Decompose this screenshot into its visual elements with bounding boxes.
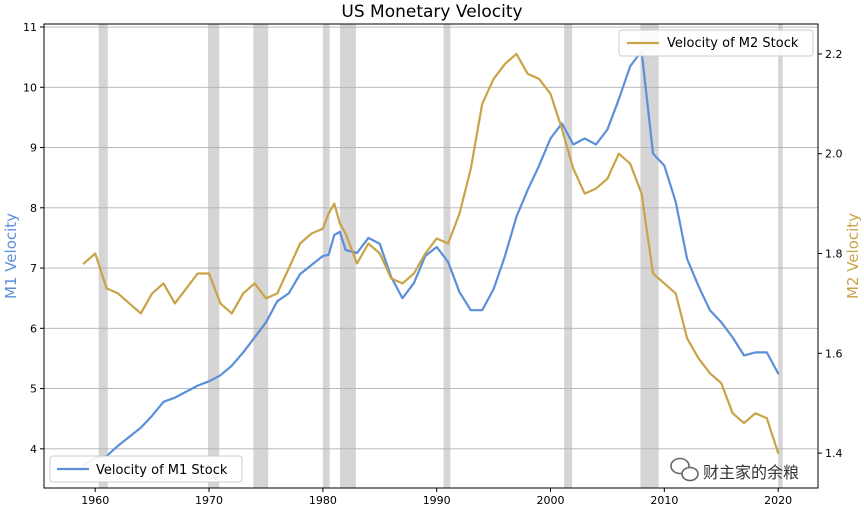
recession-band (98, 24, 108, 488)
y-axis-left-title: M1 Velocity (2, 213, 20, 299)
watermark: 财主家的余粮 (670, 457, 799, 482)
recession-band (207, 24, 220, 488)
legend-m2-label: Velocity of M2 Stock (667, 36, 799, 51)
legend-m1-box (49, 455, 243, 483)
series-lines (82, 49, 780, 467)
legend-m1-label: Velocity of M1 Stock (96, 463, 228, 478)
y-right-tick-label: 1.8 (825, 248, 843, 261)
x-tick-label: 1990 (423, 494, 451, 507)
y-right-tick-label: 2.2 (825, 48, 843, 61)
recession-band (253, 24, 269, 488)
x-tick-label: 2000 (537, 494, 565, 507)
x-tick-label: 1960 (81, 494, 109, 507)
x-tick-label: 1980 (309, 494, 337, 507)
chart-title: US Monetary Velocity (341, 2, 522, 22)
plot-frame (43, 23, 819, 489)
y-left-tick-label: 6 (30, 322, 37, 335)
watermark-text: 财主家的余粮 (703, 463, 799, 482)
x-axis: 1960 1970 1980 1990 2000 2010 2020 (81, 488, 792, 507)
wechat-icon (670, 457, 699, 482)
recession-band (339, 24, 356, 488)
y-left-tick-label: 10 (23, 81, 37, 94)
y-left-tick-label: 7 (30, 262, 37, 275)
gridlines (44, 26, 818, 450)
y-left-tick-label: 11 (23, 21, 37, 34)
y-right-tick-label: 1.4 (825, 447, 843, 460)
x-tick-label: 2020 (764, 494, 792, 507)
x-tick-label: 1970 (195, 494, 223, 507)
legend-m1: Velocity of M1 Stock (49, 455, 243, 483)
y-axis-right: 1.4 1.6 1.8 2.0 2.2 (818, 48, 843, 460)
y-axis-left: 4 5 6 7 8 9 10 11 (23, 21, 44, 456)
y-left-tick-label: 4 (30, 443, 37, 456)
legend-m2: Velocity of M2 Stock (618, 29, 814, 57)
series-line-m1 (82, 49, 780, 467)
y-right-tick-label: 1.6 (825, 347, 843, 360)
y-left-tick-label: 9 (30, 142, 37, 155)
y-axis-right-title: M2 Velocity (844, 213, 862, 299)
x-tick-label: 2010 (650, 494, 678, 507)
recession-band (443, 24, 451, 488)
y-left-tick-label: 5 (30, 383, 37, 396)
y-right-tick-label: 2.0 (825, 148, 843, 161)
recession-band (564, 24, 573, 488)
recession-band (778, 24, 783, 488)
y-left-tick-label: 8 (30, 202, 37, 215)
legend-m2-box (618, 29, 814, 57)
series-line-m2 (82, 52, 780, 455)
